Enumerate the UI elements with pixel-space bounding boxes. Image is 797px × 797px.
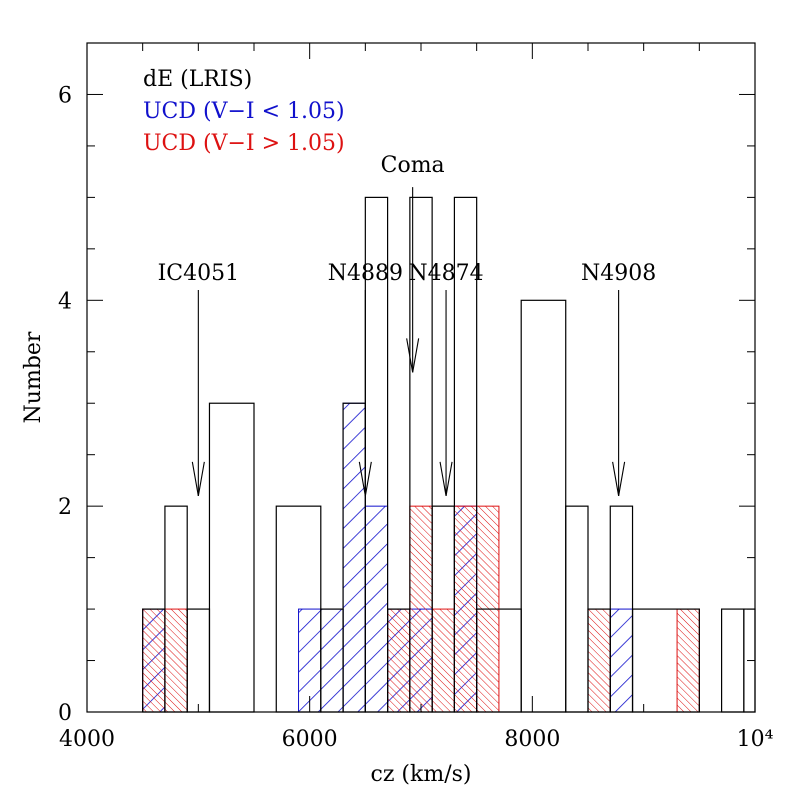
annotation-arrowhead-3 (439, 461, 453, 496)
histogram-bar-red-6 (587, 608, 611, 713)
annotation-label-0: IC4051 (158, 261, 240, 286)
annotation-layer (191, 187, 626, 496)
annotation-label-2: Coma (381, 153, 445, 178)
x-tick-label-0: 4000 (59, 727, 115, 752)
annotation-label-3: N4874 (408, 261, 483, 286)
histogram-bar-red-3 (409, 505, 433, 713)
x-tick-label-1: 6000 (282, 727, 338, 752)
x-axis-label: cz (km/s) (371, 762, 472, 787)
histogram-bar-red-0 (142, 608, 166, 713)
y-tick-label-2: 4 (58, 289, 72, 314)
series-layer (142, 196, 756, 713)
y-tick-label-1: 2 (58, 495, 72, 520)
x-tick-label-2: 8000 (504, 727, 560, 752)
annotation-label-4: N4908 (581, 261, 656, 286)
annotation-label-1: N4889 (328, 261, 403, 286)
histogram-bar-blue-6 (609, 608, 634, 713)
y-axis-label: Number (21, 331, 46, 423)
histogram-bar-outline-18 (720, 608, 745, 713)
histogram-bar-blue-2 (342, 402, 366, 713)
label-layer: 4000 6000 8000 10⁴ 0 2 4 6 cz (km/s) Number dE (LR… (21, 67, 774, 787)
annotation-arrowhead-4 (612, 461, 626, 496)
histogram-bar-outline-2 (186, 608, 211, 713)
histogram-bar-outline-13 (520, 299, 567, 713)
annotation-arrowhead-0 (191, 461, 205, 496)
histogram-bar-red-2 (387, 608, 411, 713)
annotation-arrowhead-2 (406, 338, 420, 373)
histogram-bar-red-4 (431, 608, 455, 713)
histogram-bar-blue-3 (364, 505, 389, 713)
legend-entry-1: UCD (V−I < 1.05) (143, 99, 345, 124)
histogram-bar-outline-3 (208, 402, 255, 713)
axes-layer (86, 42, 756, 713)
y-tick-label-3: 6 (58, 83, 72, 108)
histogram-bar-red-1 (164, 608, 188, 713)
legend-entry-2: UCD (V−I > 1.05) (143, 131, 345, 156)
histogram-bar-red-7 (676, 608, 700, 713)
legend-entry-0: dE (LRIS) (143, 67, 252, 92)
x-tick-label-3: 10⁴ (737, 727, 774, 752)
annotation-arrowhead-1 (358, 461, 372, 496)
y-tick-label-0: 0 (58, 701, 72, 726)
histogram-bar-outline-14 (565, 505, 589, 713)
